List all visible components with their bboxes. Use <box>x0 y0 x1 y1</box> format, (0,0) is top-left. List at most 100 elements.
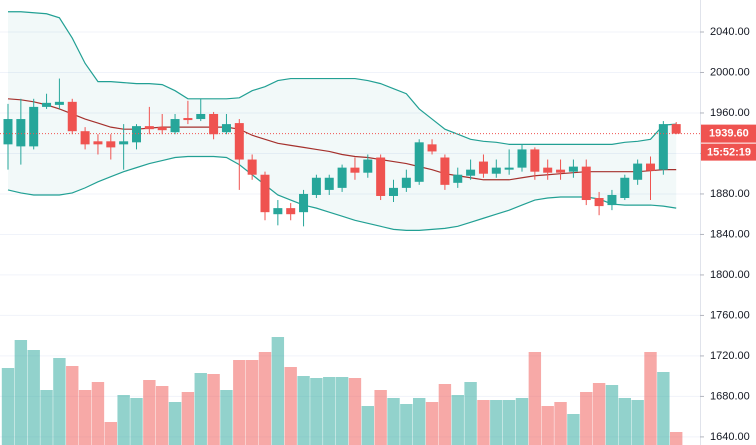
candle-body <box>350 167 360 173</box>
volume-bar <box>605 385 619 445</box>
volume-bar <box>631 400 644 445</box>
candle-body <box>376 157 386 196</box>
volume-bar <box>245 360 259 445</box>
last-price-label: 1939.60 <box>709 128 749 140</box>
candle-body <box>80 131 90 145</box>
candle-body <box>183 118 193 121</box>
candle-body <box>504 167 514 170</box>
volume-bar <box>670 432 683 445</box>
candle-body <box>530 149 540 172</box>
candle-body <box>337 167 347 188</box>
y-tick-label: 1880.00 <box>710 188 750 200</box>
candle-body <box>440 157 450 185</box>
candle-body <box>594 198 604 207</box>
volume-bar <box>297 376 310 445</box>
band-upper <box>8 11 677 145</box>
volume-bar <box>130 398 143 445</box>
volume-bar <box>156 386 169 445</box>
volume-bar <box>207 374 220 445</box>
volume-bar <box>657 372 670 445</box>
volume-bar <box>284 367 297 445</box>
y-tick-label: 1680.00 <box>710 390 750 402</box>
candle-body <box>324 177 334 190</box>
volume-bar <box>374 390 387 445</box>
candle-body <box>633 163 643 180</box>
candle-body <box>607 194 617 206</box>
volume-bar <box>618 398 631 445</box>
volume-bar <box>27 350 40 445</box>
candle-body <box>29 106 39 147</box>
candle-body <box>144 126 154 130</box>
candle-body <box>221 124 231 133</box>
candle-body <box>491 167 501 174</box>
y-tick-label: 2040.00 <box>710 26 750 38</box>
volume-bar <box>323 377 336 445</box>
candle-body <box>389 187 398 196</box>
candle-body <box>299 193 309 213</box>
volume-bar <box>438 384 452 445</box>
candle-body <box>581 166 591 201</box>
candle-body <box>401 177 411 188</box>
candle-body <box>311 177 321 195</box>
candle-body <box>273 208 283 215</box>
y-tick-label: 2000.00 <box>710 66 750 78</box>
volume-bar <box>91 382 105 445</box>
volume-bar <box>168 402 182 445</box>
volume-bar <box>14 340 28 445</box>
volume-bar <box>554 402 567 445</box>
candle-body <box>247 159 257 175</box>
y-tick-label: 1960.00 <box>710 107 750 119</box>
candle-body <box>671 124 681 134</box>
volume-bar <box>425 402 439 445</box>
candle-body <box>209 113 219 135</box>
volume-bar <box>541 406 554 445</box>
candle-body <box>67 101 77 132</box>
candle-body <box>260 174 270 213</box>
volume-bar <box>528 352 542 445</box>
volume-bar <box>104 422 117 445</box>
volume-bar <box>53 358 66 445</box>
candle-body <box>568 166 578 172</box>
y-tick-label: 1760.00 <box>710 309 750 321</box>
volume-bar <box>271 337 285 445</box>
candle-body <box>157 127 167 131</box>
candle-body <box>170 119 180 133</box>
volume-bar <box>361 406 374 445</box>
volume-bar <box>310 378 323 445</box>
candle-body <box>234 123 244 160</box>
y-tick-label: 1840.00 <box>710 228 750 240</box>
candle-body <box>3 119 13 145</box>
volume-bar <box>40 390 53 445</box>
countdown-box <box>701 143 756 161</box>
candle-body <box>646 163 655 171</box>
y-tick-label: 1640.00 <box>710 431 750 443</box>
volume-bar <box>502 400 516 445</box>
volume-bar <box>592 383 606 445</box>
volume-bar <box>66 366 79 445</box>
volume-bar <box>335 377 349 445</box>
candle-body <box>427 144 437 152</box>
volume-bar <box>413 398 426 445</box>
candle-body <box>42 102 52 107</box>
candle-body <box>16 119 26 147</box>
candle-body <box>93 141 103 145</box>
band-lower <box>7 155 677 231</box>
candle-body <box>620 177 630 199</box>
candle-body <box>517 149 527 168</box>
countdown-label: 15:52:19 <box>707 147 751 159</box>
candle-body <box>54 101 64 105</box>
candle-body <box>556 169 566 173</box>
volume-bar <box>644 352 657 445</box>
candle-body <box>543 167 553 173</box>
candle-body <box>106 141 116 148</box>
candle-body <box>286 208 296 215</box>
candle-body <box>478 161 488 174</box>
candle-body <box>414 142 424 182</box>
volume-bar <box>567 414 580 445</box>
volume-bar <box>477 400 490 445</box>
volume-bar <box>451 395 464 445</box>
candle-body <box>363 159 373 173</box>
volume-bar <box>348 378 362 445</box>
volume-bar <box>400 404 413 445</box>
